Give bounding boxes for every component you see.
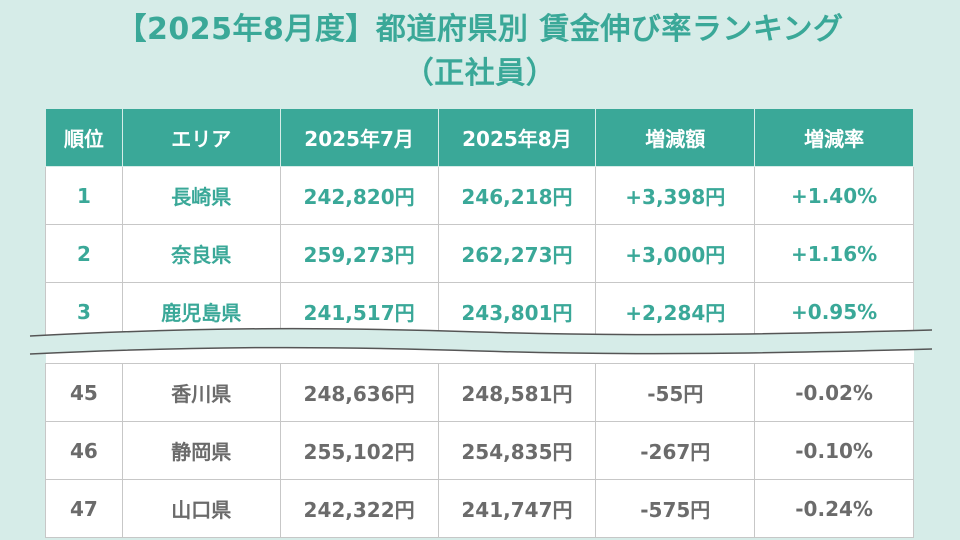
rank-cell: 46 [45, 421, 123, 480]
august-cell: 262,273円 [437, 224, 597, 283]
title-line-2: （正社員） [403, 56, 557, 91]
july-cell: 255,102円 [279, 421, 439, 480]
table-header-row: 順位 エリア 2025年7月 2025年8月 増減額 増減率 [45, 108, 914, 167]
header-change-amount: 増減額 [595, 108, 756, 167]
july-cell: 242,322円 [279, 479, 439, 538]
august-cell: 241,747円 [437, 479, 597, 538]
area-cell: 奈良県 [121, 224, 281, 283]
change-amount-cell: -267円 [595, 421, 756, 480]
change-rate-cell: +1.40% [754, 166, 914, 225]
august-cell: 254,835円 [437, 421, 597, 480]
august-cell: 246,218円 [437, 166, 597, 225]
table-row: 46 静岡県 255,102円 254,835円 -267円 -0.10% [45, 421, 914, 480]
change-amount-cell: +3,398円 [595, 166, 756, 225]
table-row: 45 香川県 248,636円 248,581円 -55円 -0.02% [45, 363, 914, 422]
august-cell: 248,581円 [437, 363, 597, 422]
table-row: 2 奈良県 259,273円 262,273円 +3,000円 +1.16% [45, 224, 914, 283]
page-title: 【2025年8月度】都道府県別 賃金伸び率ランキング （正社員） [0, 8, 960, 96]
rank-cell: 2 [45, 224, 123, 283]
july-cell: 242,820円 [279, 166, 439, 225]
change-rate-cell: +1.16% [754, 224, 914, 283]
change-amount-cell: +3,000円 [595, 224, 756, 283]
change-rate-cell: -0.10% [754, 421, 914, 480]
header-rank: 順位 [45, 108, 123, 167]
table-row: 1 長崎県 242,820円 246,218円 +3,398円 +1.40% [45, 166, 914, 225]
header-august: 2025年8月 [437, 108, 597, 167]
july-cell: 259,273円 [279, 224, 439, 283]
change-amount-cell: -55円 [595, 363, 756, 422]
title-line-1: 【2025年8月度】都道府県別 賃金伸び率ランキング [116, 12, 844, 47]
area-cell: 長崎県 [121, 166, 281, 225]
ranking-table: 順位 エリア 2025年7月 2025年8月 増減額 増減率 1 長崎県 242… [45, 108, 914, 538]
july-cell: 248,636円 [279, 363, 439, 422]
rank-cell: 3 [45, 282, 123, 341]
header-area: エリア [121, 108, 281, 167]
rank-cell: 1 [45, 166, 123, 225]
change-amount-cell: +2,284円 [595, 282, 756, 341]
header-change-rate: 増減率 [754, 108, 914, 167]
rank-cell: 45 [45, 363, 123, 422]
change-rate-cell: -0.24% [754, 479, 914, 538]
rank-cell: 47 [45, 479, 123, 538]
area-cell: 山口県 [121, 479, 281, 538]
area-cell: 静岡県 [121, 421, 281, 480]
table-break-wave [29, 327, 933, 355]
area-cell: 香川県 [121, 363, 281, 422]
table-row: 47 山口県 242,322円 241,747円 -575円 -0.24% [45, 479, 914, 538]
change-amount-cell: -575円 [595, 479, 756, 538]
change-rate-cell: -0.02% [754, 363, 914, 422]
header-july: 2025年7月 [279, 108, 439, 167]
